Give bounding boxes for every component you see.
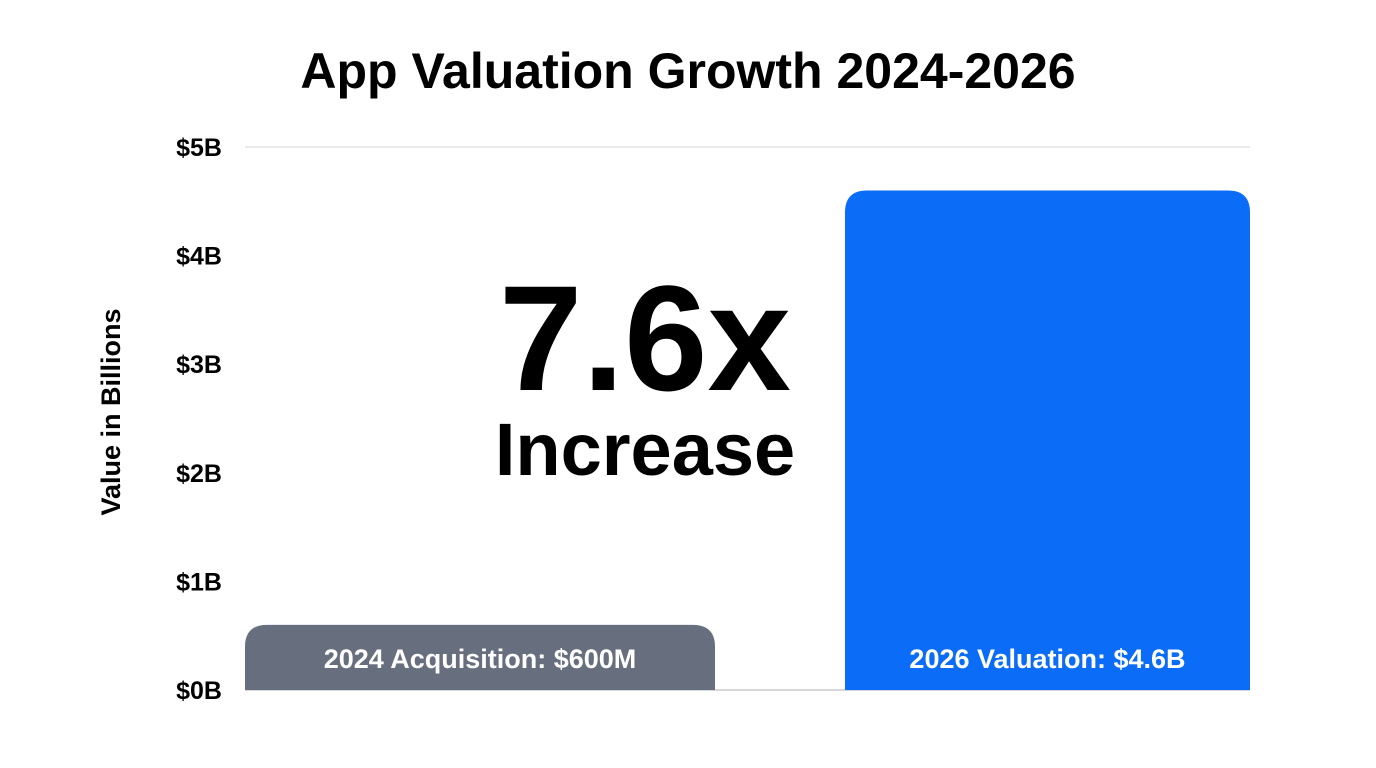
increase-annotation: Increase	[495, 408, 795, 491]
y-tick-label: $2B	[176, 460, 222, 488]
bar-label: 2024 Acquisition: $600M	[324, 644, 637, 674]
bar-1	[245, 624, 715, 690]
y-tick-label: $3B	[176, 351, 222, 379]
chart-title: App Valuation Growth 2024-2026	[300, 43, 1075, 99]
multiplier-annotation: 7.6x	[499, 254, 791, 422]
y-tick-label: $5B	[176, 134, 222, 162]
bar-label: 2026 Valuation: $4.6B	[909, 644, 1185, 674]
y-axis-label: Value in Billions	[96, 308, 126, 515]
y-tick-label: $1B	[176, 568, 222, 596]
y-tick-label: $0B	[176, 677, 222, 705]
y-tick-label: $4B	[176, 243, 222, 271]
bar-2	[845, 190, 1250, 690]
